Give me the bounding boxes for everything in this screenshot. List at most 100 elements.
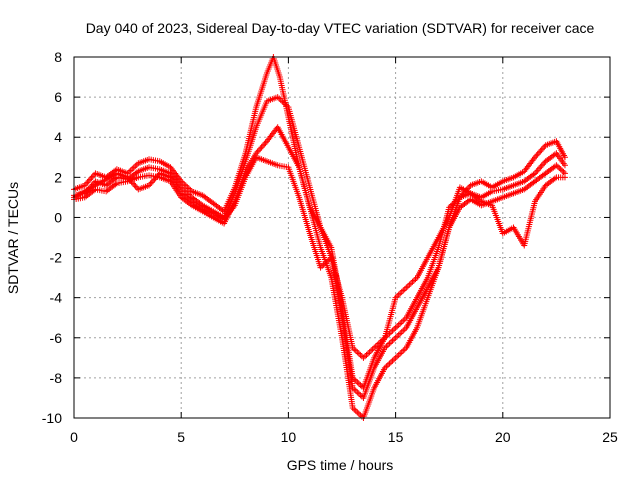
data-point-group xyxy=(146,164,161,172)
data-point-group xyxy=(178,194,194,208)
data-point-group xyxy=(542,175,558,189)
data-point-group xyxy=(124,174,140,191)
plot-frame xyxy=(73,56,611,419)
x-tick-label: 20 xyxy=(495,429,511,445)
data-point-group xyxy=(510,187,526,197)
data-point-group xyxy=(156,174,172,184)
data-point-group xyxy=(424,246,441,281)
data-point-group xyxy=(392,286,408,301)
data-point-group xyxy=(178,184,194,199)
data-point-group xyxy=(210,214,226,226)
data-point-group xyxy=(542,138,558,149)
data-point-group xyxy=(296,194,313,235)
data-point-group xyxy=(403,276,419,291)
y-tick-label: -8 xyxy=(50,370,63,386)
data-point-group xyxy=(328,274,345,339)
data-point-group xyxy=(113,166,129,176)
data-point-group xyxy=(188,194,205,208)
data-point-group xyxy=(156,170,172,180)
data-point-group xyxy=(81,171,98,189)
data-point-group xyxy=(381,296,399,341)
data-point-group xyxy=(499,183,515,193)
data-point-group xyxy=(156,158,172,170)
data-point-group xyxy=(456,184,472,196)
data-point-group xyxy=(349,404,365,420)
data-point-group xyxy=(467,196,483,208)
data-point-group xyxy=(371,336,387,351)
data-point-group xyxy=(285,144,302,169)
data-point-group xyxy=(349,344,365,360)
y-tick-label: -4 xyxy=(50,290,63,306)
data-point-group xyxy=(521,155,537,175)
data-point-group xyxy=(231,176,248,209)
data-point-group xyxy=(92,170,108,180)
y-tick-label: 6 xyxy=(54,89,62,105)
data-point-group xyxy=(349,384,365,400)
data-point-group xyxy=(403,326,420,351)
data-point-group xyxy=(199,206,215,216)
data-point-group xyxy=(489,202,506,235)
data-point-group xyxy=(242,126,259,165)
data-point-group xyxy=(199,192,215,206)
data-point-group xyxy=(349,374,365,390)
data-point-group xyxy=(446,206,462,231)
data-points xyxy=(71,54,568,421)
data-point-group xyxy=(435,216,452,241)
data-point-group xyxy=(531,171,548,185)
data-point-group xyxy=(542,151,558,165)
data-point-group xyxy=(285,104,302,149)
y-tick-label: 2 xyxy=(54,169,62,185)
axis-ticks: 0 5 10 15 20 25 -10 -8 -6 -4 -2 0 2 4 6 8 xyxy=(42,49,618,445)
data-point-group xyxy=(531,143,548,161)
data-point xyxy=(561,174,568,181)
data-point-group xyxy=(521,179,537,193)
data-point-group xyxy=(435,226,452,271)
data-point-group xyxy=(371,366,387,391)
data-point-group xyxy=(135,183,151,193)
data-point-group xyxy=(424,266,441,301)
data-point-group xyxy=(499,225,515,237)
data-point-group xyxy=(188,198,205,212)
x-tick-label: 0 xyxy=(70,429,78,445)
data-point-group xyxy=(510,224,527,247)
data-point-group xyxy=(306,204,323,249)
data-point-group xyxy=(135,156,151,167)
data-point-group xyxy=(510,179,526,189)
data-point-group xyxy=(467,190,483,204)
data-point-group xyxy=(339,334,356,409)
data-point-group xyxy=(81,183,97,195)
data-point-group xyxy=(521,200,538,249)
data-point-group xyxy=(156,166,172,176)
data-point-group xyxy=(188,188,204,198)
data-point-group xyxy=(253,139,269,157)
data-point-group xyxy=(146,171,162,189)
data-point-group xyxy=(392,316,408,331)
data-point-group xyxy=(263,158,279,168)
data-point-group xyxy=(478,189,494,201)
data-point-group xyxy=(296,164,313,209)
data-point-group xyxy=(306,184,323,229)
chart-title: Day 040 of 2023, Sidereal Day-to-day VTE… xyxy=(86,20,595,36)
data-point-group xyxy=(489,195,505,205)
data-point-group xyxy=(285,164,302,199)
data-point-group xyxy=(135,164,151,175)
data-point-group xyxy=(274,124,291,149)
data-point xyxy=(561,154,568,161)
data-point-group xyxy=(478,178,494,190)
y-tick-label: -10 xyxy=(42,410,62,426)
data-point-group xyxy=(414,296,431,331)
data-point-group xyxy=(317,255,333,271)
data-point-group xyxy=(521,171,537,185)
data-point-group xyxy=(253,72,270,111)
data-point-group xyxy=(113,170,129,180)
data-point-group xyxy=(414,256,430,281)
data-point-group xyxy=(328,254,345,299)
data-point-group xyxy=(510,169,526,181)
data-point-group xyxy=(499,191,515,201)
data-point-group xyxy=(103,181,119,195)
series-track-4 xyxy=(71,154,568,361)
data-point-group xyxy=(103,175,119,189)
data-point-group xyxy=(296,144,313,189)
data-point-group xyxy=(285,114,302,169)
data-point-group xyxy=(263,94,279,105)
